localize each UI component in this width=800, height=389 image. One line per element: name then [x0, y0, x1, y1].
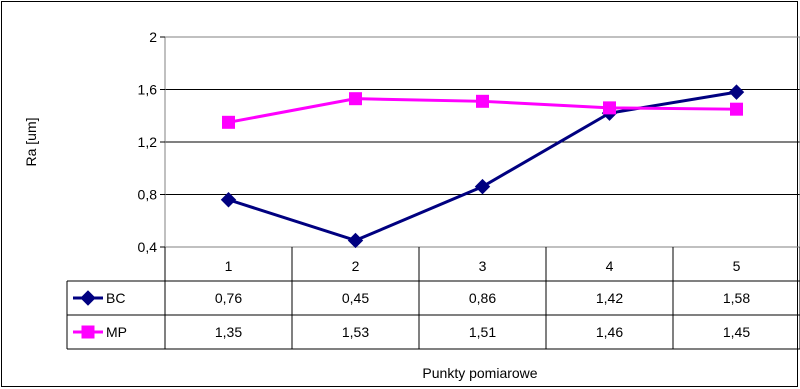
- table-cell-value: 1,46: [596, 324, 623, 340]
- data-point: [476, 94, 489, 108]
- data-point: [728, 84, 745, 100]
- y-axis-label: Ra [um]: [23, 117, 39, 166]
- x-tick-label: 4: [606, 258, 614, 274]
- gridlines: [165, 36, 800, 248]
- table-cell-value: 1,53: [342, 324, 369, 340]
- data-table: 1 2 3 4 5 BC 0,76 0,45 0,86 1,42 1,58 MP 1,35 1,53 1,5…: [66, 247, 800, 350]
- y-tick-label: 1,2: [138, 134, 158, 150]
- legend-key-marker: [81, 325, 95, 339]
- data-point: [603, 101, 616, 115]
- y-axis-ticks: 0,4 0,8 1,2 1,6 2: [138, 29, 165, 255]
- x-tick-label: 5: [733, 258, 741, 274]
- data-point: [222, 115, 235, 129]
- table-cell-value: 1,45: [723, 324, 750, 340]
- x-axis-label: Punkty pomiarowe: [422, 365, 537, 381]
- legend-key-marker: [80, 290, 96, 306]
- y-tick-label: 2: [149, 29, 157, 45]
- y-tick-label: 0,8: [138, 187, 158, 203]
- table-cell-value: 1,58: [723, 290, 750, 306]
- table-cell-value: 1,42: [596, 290, 623, 306]
- series-line: [228, 90, 737, 243]
- table-cell-value: 0,76: [215, 290, 242, 306]
- table-cell-value: 0,86: [469, 290, 496, 306]
- data-point: [730, 102, 743, 116]
- data-point: [349, 92, 362, 106]
- y-tick-label: 1,6: [138, 82, 158, 98]
- y-tick-label: 0,4: [138, 239, 158, 255]
- data-point: [220, 192, 237, 208]
- x-tick-label: 3: [479, 258, 487, 274]
- table-cell-value: 1,35: [215, 324, 242, 340]
- data-point: [347, 232, 364, 249]
- data-point: [474, 178, 491, 195]
- table-cell-value: 1,51: [469, 324, 496, 340]
- x-tick-label: 1: [225, 258, 233, 274]
- table-cell-value: 0,45: [342, 290, 369, 306]
- series-group: [220, 84, 745, 249]
- x-tick-label: 2: [352, 258, 360, 274]
- legend-entry: MP: [106, 324, 127, 340]
- legend-entry: BC: [106, 290, 125, 306]
